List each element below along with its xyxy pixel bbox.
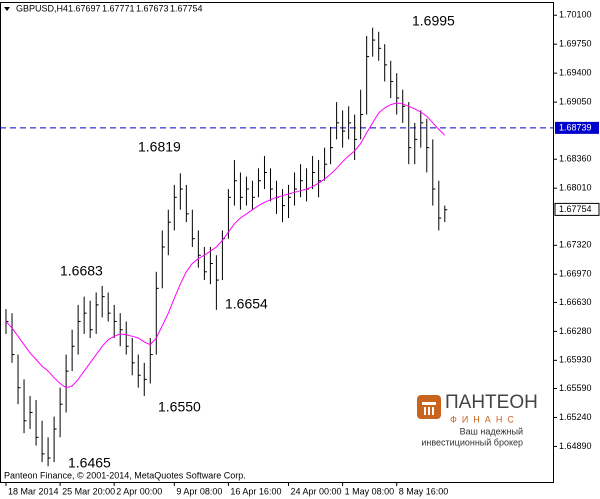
logo-slogan: Ваш надежный (460, 426, 523, 436)
y-tick-label: 1.68010 (559, 183, 592, 193)
logo-slogan: инвестиционный брокер (421, 437, 523, 447)
header-value: 1.67754 (170, 3, 203, 13)
price-line-label: 1.68739 (559, 122, 592, 132)
y-tick-label: 1.68360 (559, 154, 592, 164)
y-tick-label: 1.66630 (559, 297, 592, 307)
y-tick-label: 1.69750 (559, 39, 592, 49)
y-tick-label: 1.69400 (559, 68, 592, 78)
logo-name: ПАНТЕОН (445, 392, 538, 413)
logo-icon-part (424, 407, 426, 415)
header-value: 1.67771 (102, 3, 135, 13)
x-tick-label: 9 Apr 08:00 (176, 486, 222, 496)
y-tick-label: 1.69050 (559, 97, 592, 107)
annotation: 1.6550 (158, 399, 201, 415)
logo-sub: ФИНАНС (450, 414, 519, 424)
x-tick-label: 8 May 16:00 (399, 486, 449, 496)
header-value: 1.67697 (68, 3, 101, 13)
annotation: 1.6654 (225, 296, 268, 312)
logo-icon-part (422, 402, 436, 405)
annotation: 1.6995 (412, 13, 455, 29)
annotation: 1.6819 (138, 139, 181, 155)
x-tick-label: 2 Apr 00:00 (116, 486, 162, 496)
y-tick-label: 1.65240 (559, 412, 592, 422)
x-tick-label: 1 May 08:00 (345, 486, 395, 496)
plot-frame (0, 2, 554, 483)
copyright: Panteon Finance, © 2001-2014, MetaQuotes… (4, 470, 246, 480)
header-value: 1.67673 (136, 3, 169, 13)
logo: ПАНТЕОН ФИНАНС Ваш надежный инвестиционн… (417, 392, 538, 447)
y-tick-label: 1.66280 (559, 326, 592, 336)
x-tick-label: 24 Apr 00:00 (291, 486, 342, 496)
y-tick-label: 1.64890 (559, 441, 592, 451)
logo-icon-part (428, 407, 430, 415)
annotation: 1.6465 (68, 455, 111, 471)
x-tick-label: 16 Apr 16:00 (230, 486, 281, 496)
logo-icon-part (432, 407, 434, 415)
menu-arrow[interactable] (4, 7, 10, 11)
y-tick-label: 1.67320 (559, 240, 592, 250)
y-tick-label: 1.65930 (559, 355, 592, 365)
x-tick-label: 25 Mar 20:00 (62, 486, 115, 496)
y-tick-label: 1.70100 (559, 10, 592, 20)
last-price-label: 1.67754 (559, 204, 592, 214)
price-line-box (555, 121, 599, 134)
y-tick-label: 1.65590 (559, 383, 592, 393)
annotation: 1.6683 (60, 263, 103, 279)
x-tick-label: 18 Mar 2014 (8, 486, 59, 496)
last-price-box (554, 202, 600, 216)
moving-average (5, 102, 446, 389)
y-tick-label: 1.66970 (559, 269, 592, 279)
symbol-title: GBPUSD,H4 (16, 3, 68, 13)
